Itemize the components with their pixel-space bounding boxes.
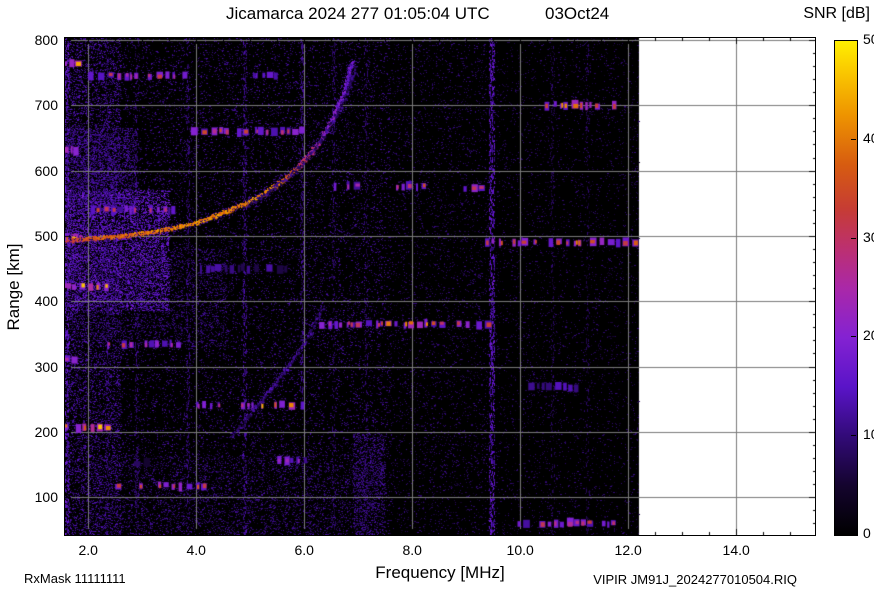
plot-title: Jicamarca 2024 277 01:05:04 UTC — [226, 4, 490, 23]
y-tick-label: 300 — [34, 358, 58, 375]
x-tick-label: 6.0 — [294, 542, 314, 558]
colorbar-tick-mark — [851, 435, 856, 437]
colorbar-tick-mark — [851, 138, 856, 140]
y-tick-label: 400 — [34, 293, 58, 310]
colorbar — [834, 40, 858, 536]
filename-label: VIPIR JM91J_2024277010504.RIQ — [593, 572, 797, 587]
colorbar-tick-label: 50 — [863, 31, 874, 47]
colorbar-tick-label: 10 — [863, 426, 874, 443]
x-tick-label: 2.0 — [78, 542, 98, 558]
x-tick-label: 12.0 — [614, 542, 642, 558]
colorbar-tick-mark — [851, 40, 856, 41]
colorbar-tick-label: 20 — [863, 327, 874, 344]
colorbar-tick-mark — [851, 533, 856, 534]
rxmask-label: RxMask 11111111 — [24, 571, 126, 586]
colorbar-tick-label: 0 — [863, 525, 871, 541]
ionogram-canvas — [65, 38, 815, 535]
x-tick-label: 14.0 — [722, 542, 750, 558]
x-tick-label: 10.0 — [506, 542, 534, 558]
colorbar-tick-mark — [851, 336, 856, 338]
plot-date: 03Oct24 — [545, 4, 610, 23]
y-tick-label: 100 — [34, 489, 58, 506]
y-tick-label: 600 — [34, 162, 58, 179]
x-tick-label: 8.0 — [402, 542, 422, 558]
y-axis-label: Range [km] — [4, 243, 23, 331]
y-tick-label: 200 — [34, 423, 58, 440]
y-tick-label: 700 — [34, 97, 58, 114]
x-tick-label: 4.0 — [186, 542, 206, 558]
colorbar-tick-label: 30 — [863, 228, 874, 245]
y-tick-label: 500 — [34, 227, 58, 244]
colorbar-label: SNR [dB] — [803, 5, 870, 22]
y-tick-label: 800 — [34, 31, 58, 48]
colorbar-tick-mark — [851, 237, 856, 239]
colorbar-tick-label: 40 — [863, 129, 874, 146]
plot-area — [64, 37, 816, 536]
x-axis-label: Frequency [MHz] — [375, 563, 505, 582]
